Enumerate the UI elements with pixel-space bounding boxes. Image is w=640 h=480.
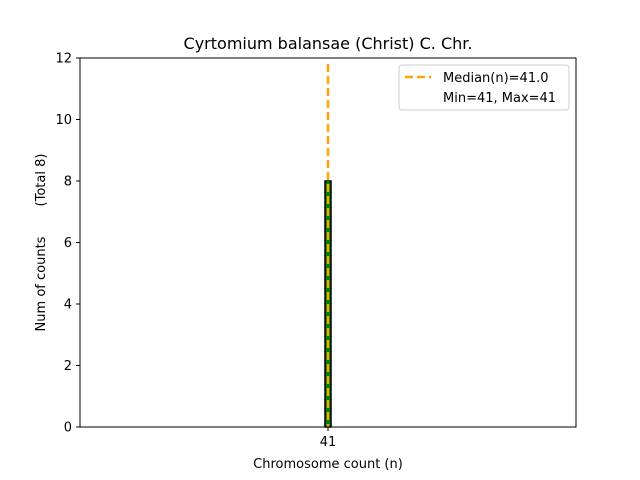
y-tick-label: 12 [55,52,72,67]
y-tick-label: 4 [64,298,72,313]
y-tick-label: 8 [64,175,72,190]
y-axis-ticks: 0 2 4 6 8 10 12 [55,52,80,436]
legend-minmax-label: Min=41, Max=41 [443,91,556,106]
y-tick-label: 10 [55,113,72,128]
x-axis-ticks: 41 [320,427,337,450]
y-tick-label: 6 [64,236,72,251]
legend: Median(n)=41.0 Min=41, Max=41 [398,64,570,111]
x-axis-label: Chromosome count (n) [253,457,403,472]
y-axis-label: Num of counts [34,236,49,331]
chart-title: Cyrtomium balansae (Christ) C. Chr. [184,34,473,53]
y-tick-label: 0 [64,421,72,436]
y-axis-total-label: (Total 8) [34,154,49,207]
x-tick-label: 41 [320,435,337,450]
legend-median-label: Median(n)=41.0 [443,71,549,86]
legend-box [398,64,570,111]
y-tick-label: 2 [64,359,72,374]
